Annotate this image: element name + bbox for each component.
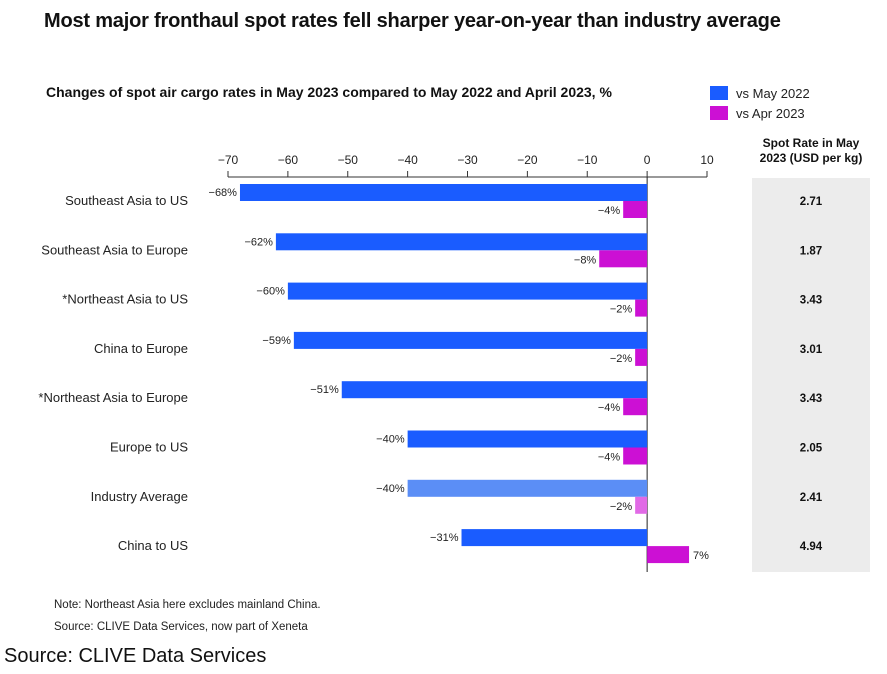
data-label: −62% <box>244 236 273 248</box>
spot-rate-value: 2.41 <box>800 492 823 504</box>
bar-vs-may-2022 <box>461 529 648 547</box>
bar-vs-may-2022 <box>239 184 648 201</box>
category-label: Southeast Asia to US <box>65 193 188 208</box>
x-tick-label: −60 <box>278 153 299 167</box>
bar-vs-may-2022 <box>275 233 648 251</box>
legend-item-apr-2023: vs Apr 2023 <box>710 103 810 123</box>
category-label: China to Europe <box>94 341 188 356</box>
bar-vs-apr-2023 <box>635 496 648 514</box>
bar-vs-apr-2023 <box>647 546 690 564</box>
bar-vs-may-2022 <box>407 479 648 497</box>
data-label: −68% <box>209 187 238 199</box>
spot-rate-value: 4.94 <box>800 541 823 553</box>
data-label: −2% <box>610 501 633 513</box>
data-label: −8% <box>574 254 597 266</box>
chart-subtitle: Changes of spot air cargo rates in May 2… <box>46 84 612 100</box>
data-label: −2% <box>610 353 633 365</box>
bar-vs-may-2022 <box>287 282 648 300</box>
footnote: Note: Northeast Asia here excludes mainl… <box>54 599 321 611</box>
data-label: −40% <box>376 434 405 446</box>
data-label: −31% <box>430 532 459 544</box>
data-label: −40% <box>376 483 405 495</box>
category-label: Europe to US <box>110 440 188 455</box>
data-label: −4% <box>598 452 621 464</box>
category-label: China to US <box>118 538 188 553</box>
data-label: −4% <box>598 205 621 217</box>
legend-swatch-blue <box>710 86 728 100</box>
x-tick-label: −70 <box>218 153 239 167</box>
bar-vs-may-2022 <box>341 381 648 399</box>
data-label: −2% <box>610 304 633 316</box>
category-label: Industry Average <box>91 489 188 504</box>
source-caption: Source: CLIVE Data Services <box>4 645 267 667</box>
bar-vs-may-2022 <box>293 331 648 349</box>
bar-vs-apr-2023 <box>599 250 648 268</box>
x-tick-label: −50 <box>338 153 359 167</box>
data-label: −4% <box>598 402 621 414</box>
data-label: 7% <box>693 550 709 562</box>
x-tick-label: −10 <box>577 153 598 167</box>
legend-swatch-magenta <box>710 106 728 120</box>
category-label: *Northeast Asia to US <box>62 292 188 307</box>
spot-rate-header: Spot Rate in May 2023 (USD per kg) <box>759 136 863 165</box>
data-label: −59% <box>262 335 291 347</box>
spot-rate-panel <box>752 178 870 572</box>
data-label: −60% <box>256 286 285 298</box>
bar-vs-apr-2023 <box>623 398 648 416</box>
legend-label: vs May 2022 <box>736 85 810 101</box>
spot-rate-value: 3.43 <box>800 295 822 307</box>
bar-vs-may-2022 <box>407 430 648 448</box>
spot-rate-value: 3.43 <box>800 393 822 405</box>
x-tick-label: −40 <box>397 153 418 167</box>
x-tick-label: −30 <box>457 153 478 167</box>
spot-rate-value: 1.87 <box>800 245 822 257</box>
bar-vs-apr-2023 <box>635 348 648 366</box>
bar-vs-apr-2023 <box>635 299 648 317</box>
legend: vs May 2022 vs Apr 2023 <box>710 83 810 123</box>
spot-rate-value: 2.71 <box>800 196 823 208</box>
x-tick-label: −20 <box>517 153 538 167</box>
spot-rate-value: 3.01 <box>800 344 823 356</box>
bar-vs-apr-2023 <box>623 201 648 218</box>
source-note: Source: CLIVE Data Services, now part of… <box>54 621 308 633</box>
spot-rate-value: 2.05 <box>800 443 823 455</box>
x-tick-label: 10 <box>700 153 714 167</box>
category-label: Southeast Asia to Europe <box>41 242 188 257</box>
data-label: −51% <box>310 384 339 396</box>
x-tick-label: 0 <box>644 153 651 167</box>
legend-label: vs Apr 2023 <box>736 105 805 121</box>
legend-item-may-2022: vs May 2022 <box>710 83 810 103</box>
category-label: *Northeast Asia to Europe <box>38 390 188 405</box>
chart-title: Most major fronthaul spot rates fell sha… <box>44 10 781 32</box>
bar-vs-apr-2023 <box>623 447 648 465</box>
